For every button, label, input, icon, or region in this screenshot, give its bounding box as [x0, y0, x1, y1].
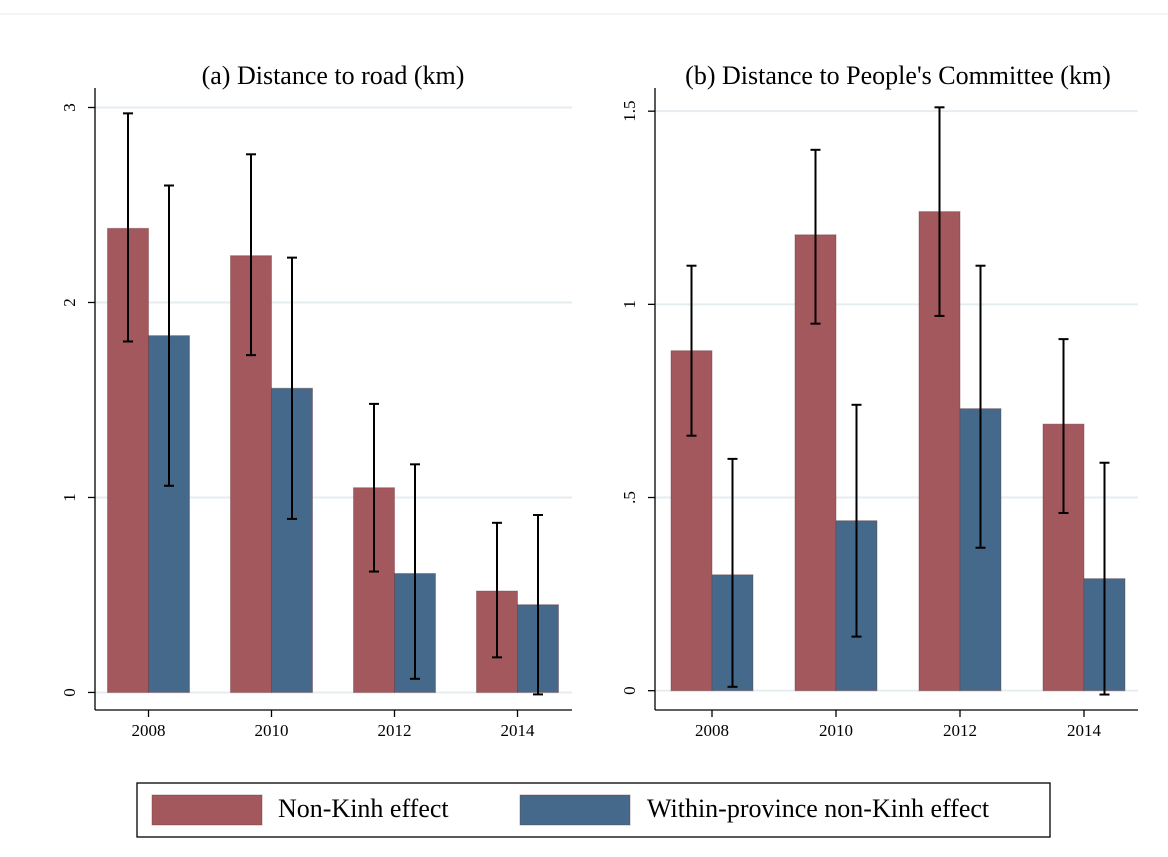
error-bar: [123, 112, 133, 343]
error-bar: [369, 402, 379, 573]
chart-title: (b) Distance to People's Committee (km): [685, 61, 1111, 90]
y-tick-label: 1.5: [620, 101, 639, 122]
error-bar: [686, 264, 697, 437]
bar: [271, 387, 313, 693]
y-tick-label: 1: [60, 493, 79, 502]
x-tick-label: 2014: [1067, 721, 1102, 740]
legend-label: Within-province non-Kinh effect: [647, 794, 990, 823]
legend: Non-Kinh effect Within-province non-Kinh …: [136, 782, 1051, 838]
chart-title: (a) Distance to road (km): [202, 61, 465, 90]
error-bar: [975, 264, 986, 549]
y-tick-label: 0: [620, 686, 639, 695]
x-tick-label: 2008: [132, 721, 166, 740]
error-bar: [934, 106, 945, 317]
y-tick-label: 2: [60, 298, 79, 307]
error-bar: [164, 184, 174, 487]
error-bar: [246, 153, 256, 357]
error-bar: [410, 463, 420, 680]
x-tick-label: 2012: [378, 721, 412, 740]
y-tick-label: 3: [60, 103, 79, 112]
x-tick-label: 2010: [819, 721, 853, 740]
error-bar: [492, 521, 502, 659]
x-tick-label: 2008: [695, 721, 729, 740]
legend-label: Non-Kinh effect: [278, 794, 449, 823]
y-tick-label: 0: [60, 688, 79, 697]
error-bar: [1058, 338, 1069, 514]
y-tick-label: 1: [620, 300, 639, 309]
error-bar: [727, 457, 738, 688]
x-tick-label: 2010: [255, 721, 289, 740]
legend-swatch: [519, 794, 631, 826]
error-bar: [810, 148, 821, 325]
y-tick-label: .5: [620, 491, 639, 504]
x-tick-label: 2012: [943, 721, 977, 740]
error-bar: [1099, 461, 1110, 696]
error-bar: [533, 514, 543, 696]
error-bar: [287, 256, 297, 520]
x-tick-label: 2014: [501, 721, 536, 740]
legend-swatch: [151, 794, 263, 826]
error-bar: [851, 403, 862, 638]
